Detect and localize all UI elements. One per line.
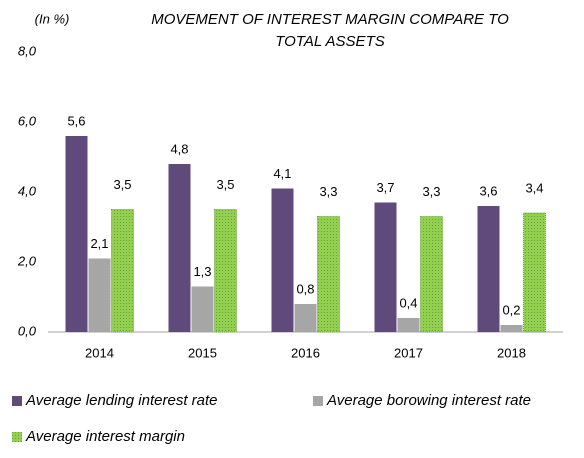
y-tick-label: 0,0 bbox=[18, 323, 37, 338]
bar bbox=[111, 209, 134, 333]
y-axis-label: (In %) bbox=[35, 11, 70, 26]
data-label: 3,4 bbox=[525, 180, 543, 195]
bar bbox=[420, 216, 443, 333]
legend-label: Average borowing interest rate bbox=[326, 392, 531, 409]
legend-label: Average interest margin bbox=[25, 428, 185, 445]
bar bbox=[317, 216, 340, 333]
data-label: 3,5 bbox=[216, 177, 234, 192]
y-tick-label: 4,0 bbox=[18, 183, 37, 198]
bar bbox=[168, 164, 191, 332]
bar bbox=[294, 304, 317, 332]
bar bbox=[500, 325, 523, 332]
y-tick-label: 2,0 bbox=[17, 253, 37, 268]
bar bbox=[191, 286, 214, 332]
legend-swatch bbox=[12, 432, 22, 442]
data-label: 4,1 bbox=[273, 166, 291, 181]
bar bbox=[271, 188, 294, 332]
chart-title: MOVEMENT OF INTEREST MARGIN COMPARE TO bbox=[151, 11, 509, 28]
data-label: 3,3 bbox=[319, 184, 337, 199]
x-tick-label: 2014 bbox=[85, 345, 114, 360]
data-label: 1,3 bbox=[193, 264, 211, 279]
x-tick-label: 2017 bbox=[394, 345, 423, 360]
data-label: 2,1 bbox=[90, 236, 108, 251]
y-tick-label: 6,0 bbox=[18, 113, 37, 128]
data-label: 3,5 bbox=[113, 177, 131, 192]
data-label: 3,7 bbox=[376, 180, 394, 195]
y-tick-label: 8,0 bbox=[18, 43, 37, 58]
data-label: 0,4 bbox=[399, 295, 417, 310]
bar bbox=[214, 209, 237, 333]
bar bbox=[88, 258, 111, 332]
bar bbox=[523, 212, 546, 333]
legend-swatch bbox=[313, 396, 323, 406]
bar bbox=[374, 202, 397, 332]
legend-swatch bbox=[12, 396, 22, 406]
bar bbox=[397, 318, 420, 332]
data-label: 5,6 bbox=[67, 113, 85, 128]
x-tick-label: 2015 bbox=[188, 345, 217, 360]
data-label: 3,3 bbox=[422, 184, 440, 199]
bar bbox=[65, 136, 88, 332]
data-label: 3,6 bbox=[479, 183, 497, 198]
chart-title: TOTAL ASSETS bbox=[275, 33, 384, 50]
data-label: 4,8 bbox=[170, 141, 188, 156]
x-tick-label: 2018 bbox=[497, 345, 526, 360]
data-label: 0,2 bbox=[502, 302, 520, 317]
bar bbox=[477, 206, 500, 332]
x-tick-label: 2016 bbox=[291, 345, 320, 360]
legend-label: Average lending interest rate bbox=[25, 392, 218, 409]
data-label: 0,8 bbox=[296, 281, 314, 296]
